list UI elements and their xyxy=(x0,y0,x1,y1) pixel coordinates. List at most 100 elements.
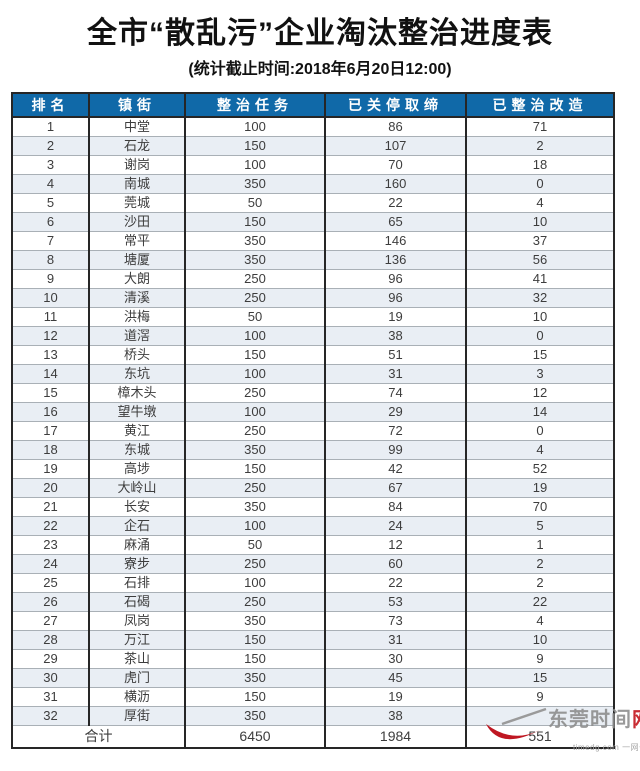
closed-cell: 60 xyxy=(324,554,467,574)
remediated-cell: 19 xyxy=(465,478,615,498)
town-cell: 黄江 xyxy=(88,421,186,441)
table-row: 30 虎门 350 45 15 xyxy=(11,668,615,688)
table-row: 5 莞城 50 22 4 xyxy=(11,193,615,213)
rank-cell: 20 xyxy=(11,478,90,498)
remediated-cell: 4 xyxy=(465,193,615,213)
remediated-cell: 2 xyxy=(465,136,615,156)
total-label: 合计 xyxy=(11,725,186,749)
table-row: 7 常平 350 146 37 xyxy=(11,231,615,251)
remediated-cell: 56 xyxy=(465,250,615,270)
rank-cell: 30 xyxy=(11,668,90,688)
town-cell: 道滘 xyxy=(88,326,186,346)
rank-cell: 31 xyxy=(11,687,90,707)
total-remediated-cell: 551 xyxy=(465,725,615,749)
rank-cell: 23 xyxy=(11,535,90,555)
task-cell: 350 xyxy=(184,611,326,631)
table-row: 16 望牛墩 100 29 14 xyxy=(11,402,615,422)
rank-cell: 1 xyxy=(11,116,90,137)
col-header-closed: 已关停取缔 xyxy=(324,92,467,118)
task-cell: 150 xyxy=(184,459,326,479)
table-row: 15 樟木头 250 74 12 xyxy=(11,383,615,403)
town-cell: 沙田 xyxy=(88,212,186,232)
rank-cell: 19 xyxy=(11,459,90,479)
col-header-task: 整治任务 xyxy=(184,92,326,118)
task-cell: 350 xyxy=(184,231,326,251)
closed-cell: 107 xyxy=(324,136,467,156)
closed-cell: 19 xyxy=(324,307,467,327)
closed-cell: 160 xyxy=(324,174,467,194)
table-row: 27 凤岗 350 73 4 xyxy=(11,611,615,631)
closed-cell: 67 xyxy=(324,478,467,498)
remediated-cell: 3 xyxy=(465,364,615,384)
rank-cell: 12 xyxy=(11,326,90,346)
total-closed-cell: 1984 xyxy=(324,725,467,749)
remediated-cell: 0 xyxy=(465,421,615,441)
closed-cell: 51 xyxy=(324,345,467,365)
remediated-cell: 71 xyxy=(465,116,615,137)
table-row: 14 东坑 100 31 3 xyxy=(11,364,615,384)
rank-cell: 5 xyxy=(11,193,90,213)
closed-cell: 12 xyxy=(324,535,467,555)
town-cell: 长安 xyxy=(88,497,186,517)
remediated-cell: 32 xyxy=(465,288,615,308)
rank-cell: 16 xyxy=(11,402,90,422)
closed-cell: 70 xyxy=(324,155,467,175)
progress-table: 排名 镇街 整治任务 已关停取缔 已整治改造 1 中堂 100 86 71 2 石龙 150 1… xyxy=(11,92,615,749)
remediated-cell xyxy=(465,706,615,726)
rank-cell: 26 xyxy=(11,592,90,612)
town-cell: 谢岗 xyxy=(88,155,186,175)
table-row: 28 万江 150 31 10 xyxy=(11,630,615,650)
rank-cell: 25 xyxy=(11,573,90,593)
remediated-cell: 12 xyxy=(465,383,615,403)
remediated-cell: 70 xyxy=(465,497,615,517)
task-cell: 350 xyxy=(184,668,326,688)
rank-cell: 28 xyxy=(11,630,90,650)
col-header-town: 镇街 xyxy=(88,92,186,118)
task-cell: 350 xyxy=(184,706,326,726)
rank-cell: 14 xyxy=(11,364,90,384)
total-row: 合计 6450 1984 551 xyxy=(11,725,615,749)
task-cell: 100 xyxy=(184,573,326,593)
remediated-cell: 18 xyxy=(465,155,615,175)
remediated-cell: 22 xyxy=(465,592,615,612)
closed-cell: 38 xyxy=(324,706,467,726)
remediated-cell: 2 xyxy=(465,573,615,593)
task-cell: 350 xyxy=(184,174,326,194)
remediated-cell: 14 xyxy=(465,402,615,422)
town-cell: 高埗 xyxy=(88,459,186,479)
town-cell: 横沥 xyxy=(88,687,186,707)
task-cell: 250 xyxy=(184,478,326,498)
task-cell: 100 xyxy=(184,155,326,175)
closed-cell: 19 xyxy=(324,687,467,707)
table-row: 3 谢岗 100 70 18 xyxy=(11,155,615,175)
rank-cell: 9 xyxy=(11,269,90,289)
table-row: 4 南城 350 160 0 xyxy=(11,174,615,194)
closed-cell: 31 xyxy=(324,630,467,650)
town-cell: 石龙 xyxy=(88,136,186,156)
closed-cell: 96 xyxy=(324,288,467,308)
task-cell: 100 xyxy=(184,326,326,346)
page-subtitle: (统计截止时间:2018年6月20日12:00) xyxy=(188,61,452,78)
town-cell: 南城 xyxy=(88,174,186,194)
table-row: 12 道滘 100 38 0 xyxy=(11,326,615,346)
town-cell: 大朗 xyxy=(88,269,186,289)
watermark-name-red: 网 xyxy=(632,709,640,731)
task-cell: 100 xyxy=(184,516,326,536)
town-cell: 大岭山 xyxy=(88,478,186,498)
town-cell: 寮步 xyxy=(88,554,186,574)
table-row: 1 中堂 100 86 71 xyxy=(11,116,615,137)
table-row: 11 洪梅 50 19 10 xyxy=(11,307,615,327)
task-cell: 250 xyxy=(184,269,326,289)
col-header-remediated: 已整治改造 xyxy=(465,92,615,118)
task-cell: 150 xyxy=(184,630,326,650)
town-cell: 中堂 xyxy=(88,116,186,137)
closed-cell: 42 xyxy=(324,459,467,479)
town-cell: 石碣 xyxy=(88,592,186,612)
town-cell: 清溪 xyxy=(88,288,186,308)
table-row: 32 厚街 350 38 xyxy=(11,706,615,726)
remediated-cell: 52 xyxy=(465,459,615,479)
task-cell: 50 xyxy=(184,193,326,213)
task-cell: 350 xyxy=(184,250,326,270)
town-cell: 东城 xyxy=(88,440,186,460)
closed-cell: 84 xyxy=(324,497,467,517)
